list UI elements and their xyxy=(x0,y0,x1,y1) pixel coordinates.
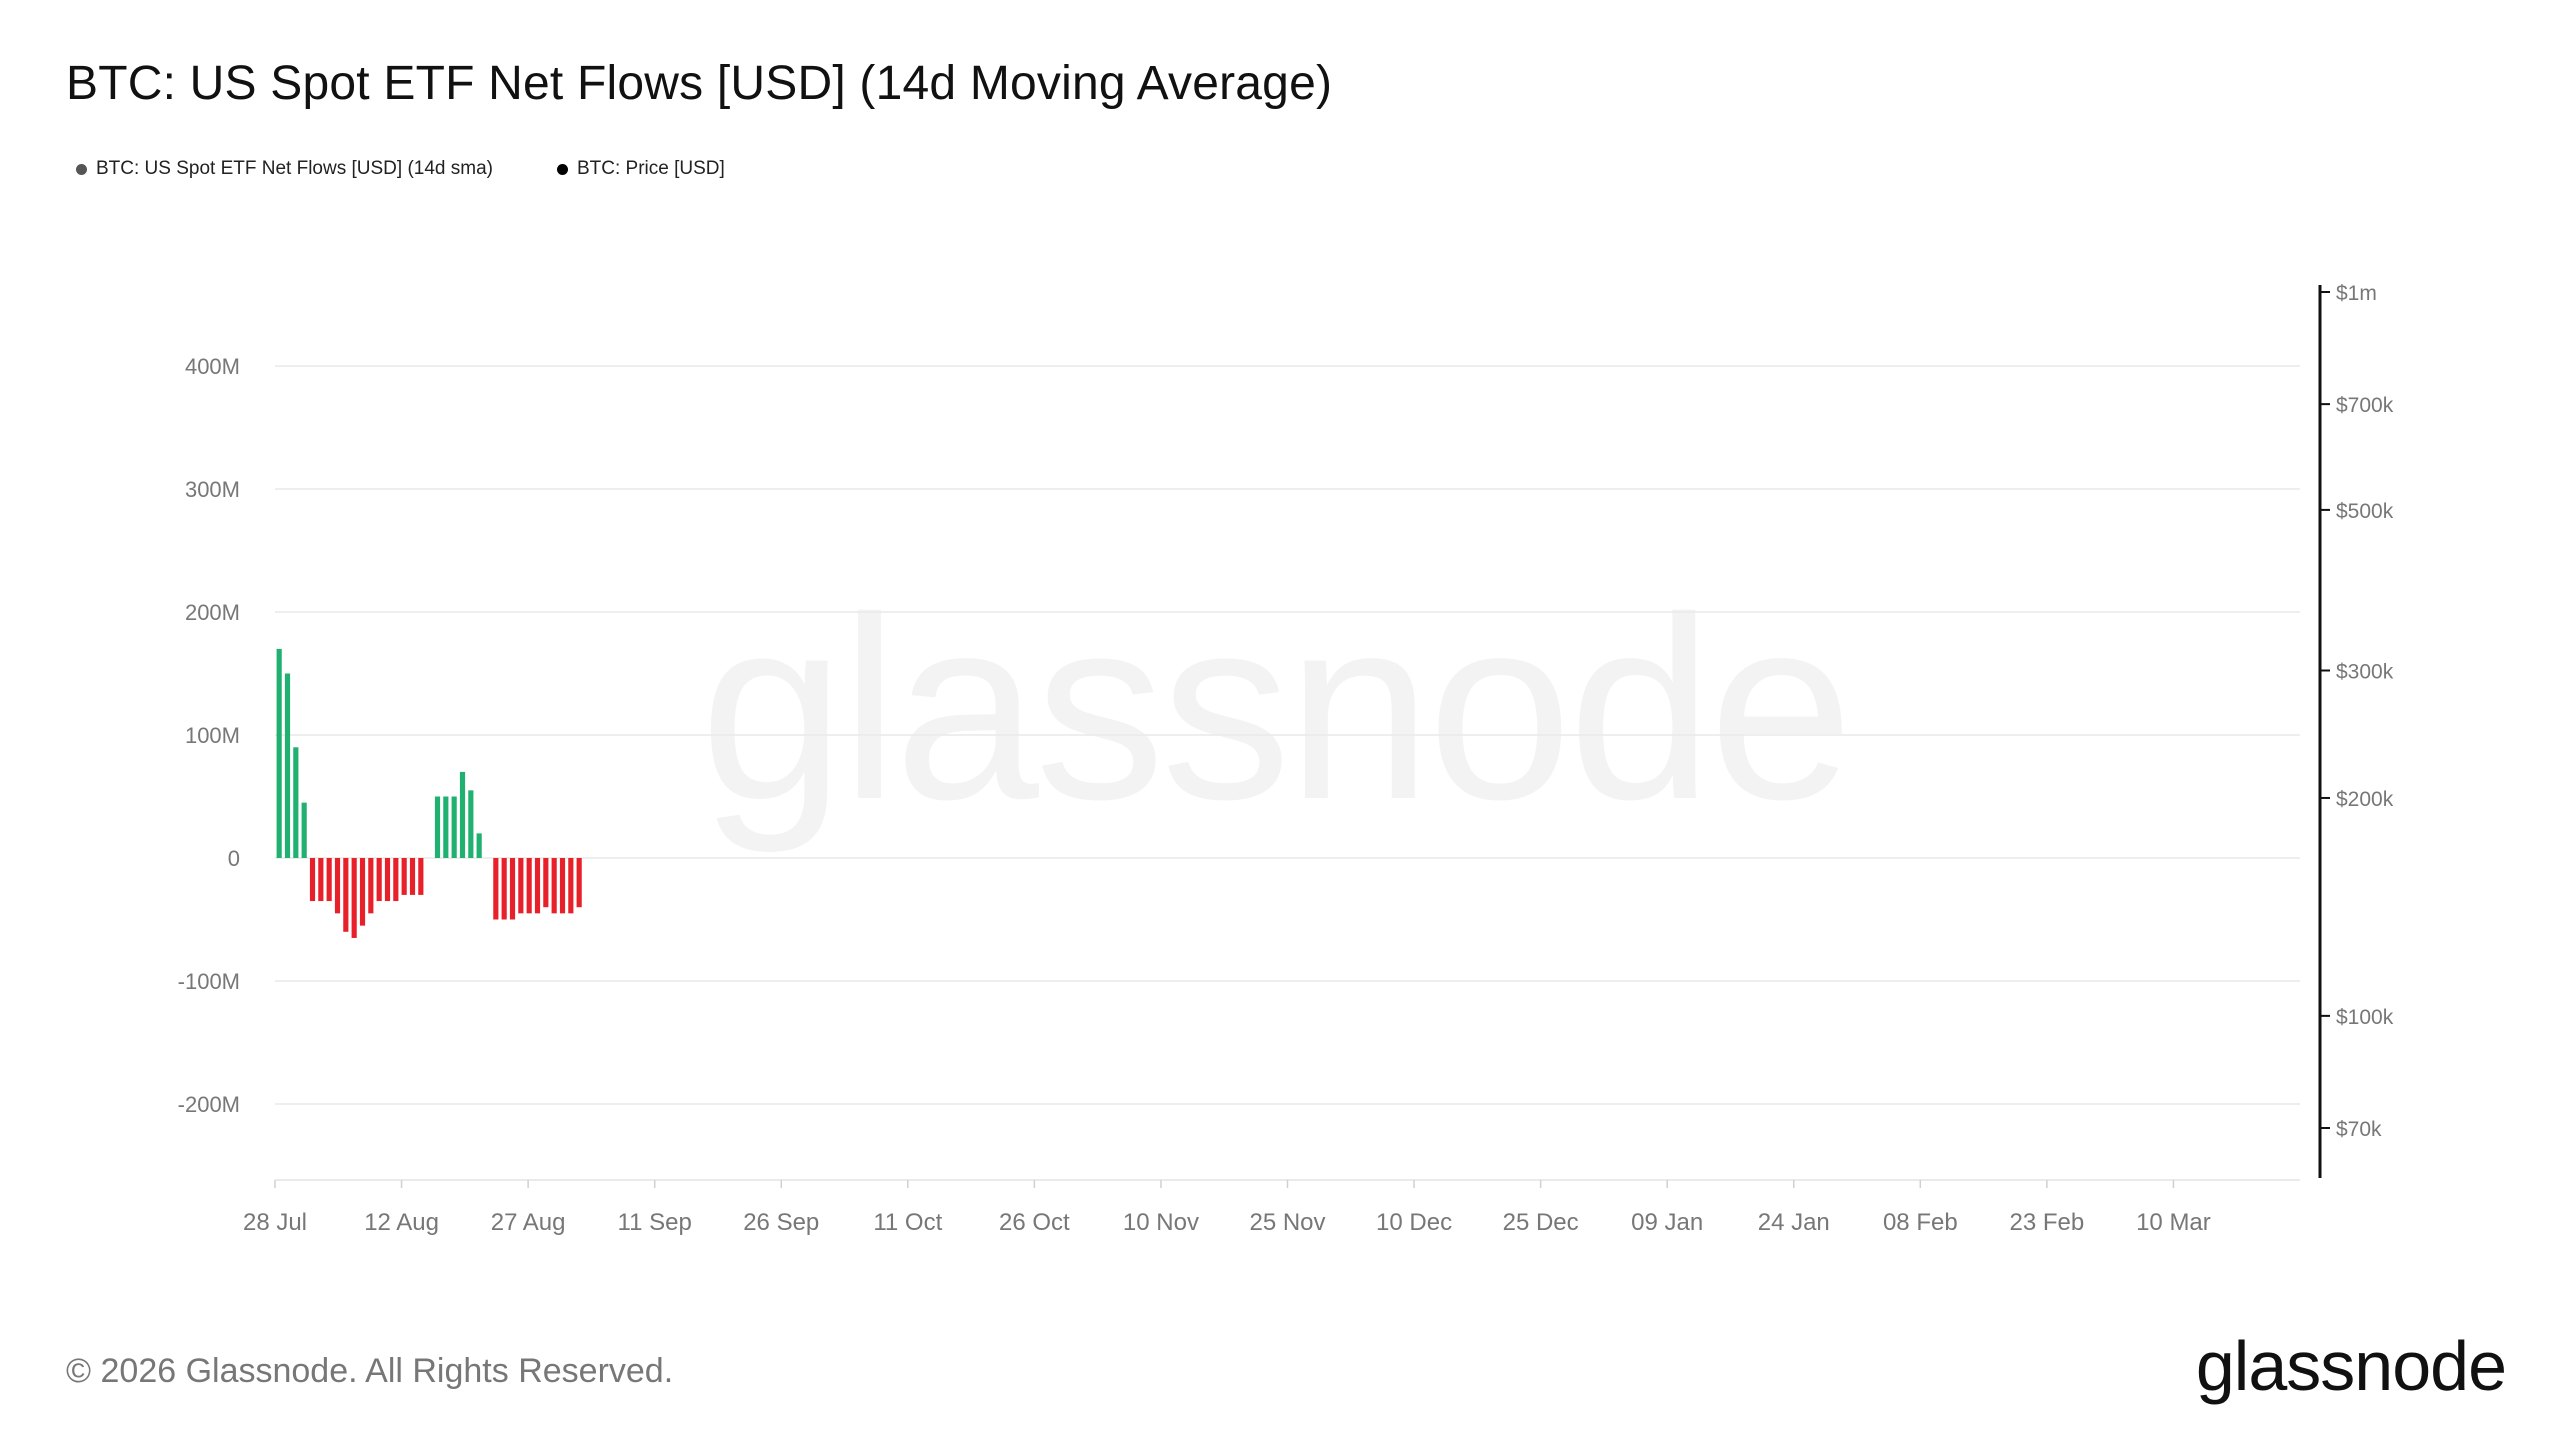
flow-bar xyxy=(559,858,566,914)
legend-label-price: BTC: Price [USD] xyxy=(576,158,725,179)
flow-bar xyxy=(359,858,366,926)
flow-bar xyxy=(443,796,449,858)
flow-bar xyxy=(343,858,349,932)
x-tick-label: 08 Feb xyxy=(1883,1209,1958,1236)
x-tick-label: 10 Mar xyxy=(2136,1209,2211,1236)
flow-bar xyxy=(526,858,532,914)
flow-bar xyxy=(318,858,324,902)
x-tick-label: 27 Aug xyxy=(491,1209,566,1236)
flow-bar xyxy=(543,858,549,908)
x-tick-label: 28 Jul xyxy=(243,1209,307,1236)
flow-bar xyxy=(509,858,516,920)
y-right-tick-label: $300k xyxy=(2336,660,2394,683)
legend-dot-price-icon xyxy=(556,163,568,175)
legend-item-net-flows[interactable]: BTC: US Spot ETF Net Flows [USD] (14d sm… xyxy=(76,158,493,180)
x-tick-label: 10 Nov xyxy=(1123,1209,1199,1236)
flow-bar xyxy=(376,858,382,902)
flow-bar xyxy=(326,858,332,902)
flow-bar xyxy=(551,858,557,914)
x-tick-label: 11 Oct xyxy=(873,1209,942,1236)
flow-bar xyxy=(418,858,424,895)
flow-bar xyxy=(476,833,482,858)
flow-bar xyxy=(534,858,541,914)
y-right-tick-label: $200k xyxy=(2336,788,2394,811)
flow-bar xyxy=(334,858,341,914)
y-right-tick-label: $1m xyxy=(2336,282,2377,305)
y-left-tick-label: -200M xyxy=(178,1092,240,1117)
flow-bar xyxy=(368,858,374,914)
flow-bar xyxy=(401,858,407,895)
flow-bar xyxy=(384,858,391,902)
grid-lines xyxy=(275,365,2300,1105)
flow-bar xyxy=(576,858,582,908)
flow-bar xyxy=(451,796,457,858)
flow-bar xyxy=(309,858,316,902)
legend-label-net-flows: BTC: US Spot ETF Net Flows [USD] (14d sm… xyxy=(96,158,493,179)
flow-bar xyxy=(518,858,524,914)
flow-bar xyxy=(284,673,291,858)
y-right-tick-label: $500k xyxy=(2336,500,2394,523)
x-tick-label: 26 Oct xyxy=(999,1209,1070,1236)
flow-bar xyxy=(493,858,499,920)
x-tick-label: 24 Jan xyxy=(1758,1209,1830,1236)
legend-dot-net-flows-icon xyxy=(76,163,87,175)
x-tick-label: 12 Aug xyxy=(364,1209,439,1236)
flow-bar xyxy=(276,648,282,858)
y-left-tick-label: 300M xyxy=(185,477,240,502)
axes: 400M 300M 200M 100M 0 -100M -200M $1m $700k $500k… xyxy=(178,282,2394,1236)
y-left-tick-label: 400M xyxy=(185,354,240,379)
copyright-notice: © 2026 Glassnode. All Rights Reserved. xyxy=(66,1352,674,1390)
flow-bars xyxy=(276,648,582,938)
flow-bar xyxy=(409,858,416,895)
flow-bar xyxy=(351,858,357,938)
x-tick-label: 09 Jan xyxy=(1631,1209,1703,1236)
chart-legend: BTC: US Spot ETF Net Flows [USD] (14d sm… xyxy=(76,158,725,180)
x-tick-label: 25 Nov xyxy=(1249,1209,1325,1236)
flow-bar xyxy=(468,790,474,858)
x-tick-label: 25 Dec xyxy=(1503,1209,1579,1236)
flow-bar xyxy=(301,802,307,858)
flow-bar xyxy=(459,771,466,858)
y-left-tick-label: 0 xyxy=(228,846,240,871)
flow-bar xyxy=(393,858,399,902)
x-tick-label: 26 Sep xyxy=(743,1209,819,1236)
x-tick-label: 23 Feb xyxy=(2010,1209,2085,1236)
y-left-tick-label: 200M xyxy=(185,600,240,625)
y-left-tick-label: 100M xyxy=(185,723,240,748)
flow-bar xyxy=(434,796,441,858)
x-tick-label: 11 Sep xyxy=(618,1209,692,1236)
x-tick-label: 10 Dec xyxy=(1376,1209,1452,1236)
flow-bar xyxy=(501,858,507,920)
y-right-tick-label: $70k xyxy=(2336,1118,2382,1141)
flow-bar xyxy=(568,858,574,914)
y-right-tick-label: $700k xyxy=(2336,394,2394,417)
y-left-tick-label: -100M xyxy=(178,969,240,994)
y-right-tick-label: $100k xyxy=(2336,1006,2394,1029)
legend-item-price[interactable]: BTC: Price [USD] xyxy=(556,158,725,180)
chart-title: BTC: US Spot ETF Net Flows [USD] (14d Mo… xyxy=(66,57,1333,110)
flow-bar xyxy=(293,747,299,858)
glassnode-logo[interactable]: glassnode xyxy=(2195,1327,2507,1405)
